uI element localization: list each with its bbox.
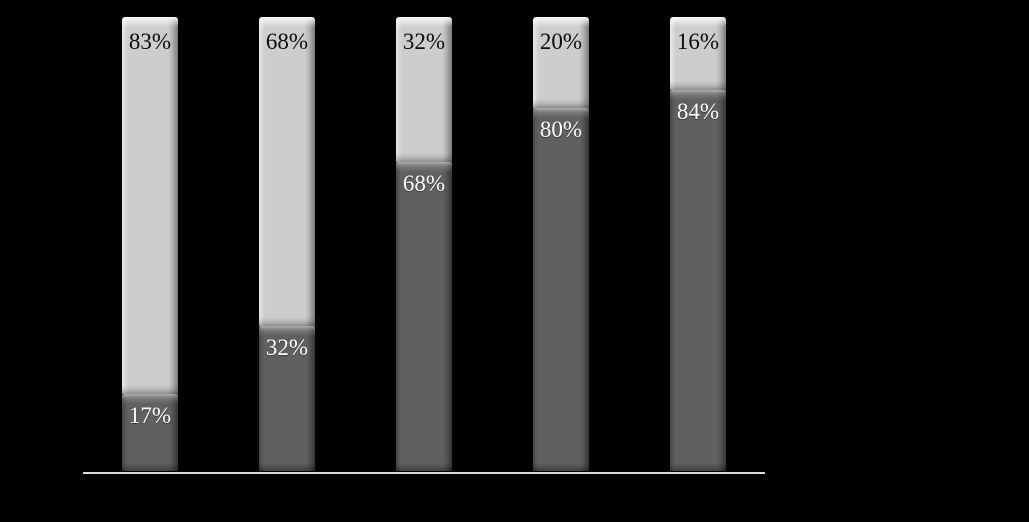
bar: 83% 17% [122, 17, 178, 471]
segment-label-top: 32% [402, 29, 446, 54]
segment-label-bottom: 84% [676, 99, 720, 124]
bar-segment-light: 20% [533, 17, 589, 108]
segment-label-top: 16% [676, 29, 720, 54]
bar: 16% 84% [670, 17, 726, 471]
bar-segment-dark: 68% [396, 162, 452, 471]
bar-segment-light: 68% [259, 17, 315, 326]
segment-label-top: 20% [539, 29, 583, 54]
bar-segment-light: 32% [396, 17, 452, 162]
segment-label-bottom: 80% [539, 117, 583, 142]
segment-label-bottom: 68% [402, 171, 446, 196]
bar-segment-dark: 84% [670, 90, 726, 471]
bar: 68% 32% [259, 17, 315, 471]
bar-segment-dark: 32% [259, 326, 315, 471]
segment-label-bottom: 17% [128, 403, 172, 428]
x-axis-line [83, 472, 765, 474]
segment-label-bottom: 32% [265, 335, 309, 360]
bar: 32% 68% [396, 17, 452, 471]
segment-label-top: 83% [128, 29, 172, 54]
bar-segment-light: 83% [122, 17, 178, 394]
segment-label-top: 68% [265, 29, 309, 54]
bar-segment-light: 16% [670, 17, 726, 90]
bar-segment-dark: 17% [122, 394, 178, 471]
bar: 20% 80% [533, 17, 589, 471]
bar-segment-dark: 80% [533, 108, 589, 471]
